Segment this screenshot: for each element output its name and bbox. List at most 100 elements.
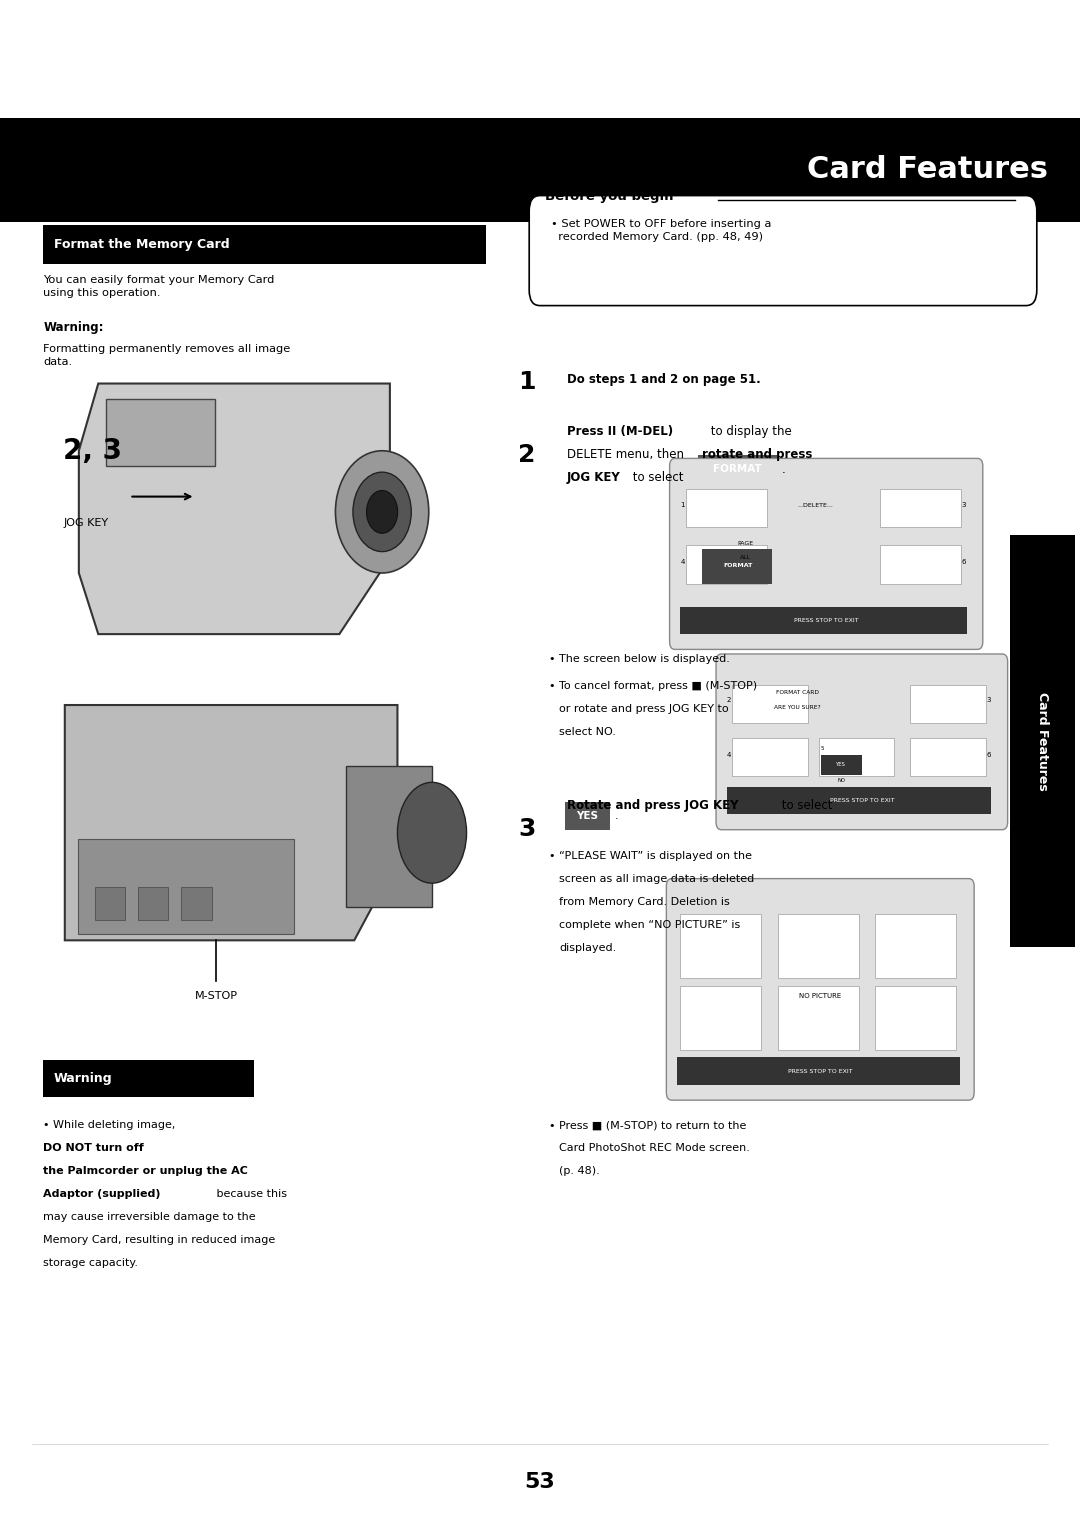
FancyBboxPatch shape	[670, 458, 983, 649]
Bar	[821, 755, 862, 775]
Text: 6: 6	[986, 752, 990, 758]
Polygon shape	[79, 384, 390, 634]
Text: • To cancel format, press ■ (M-STOP): • To cancel format, press ■ (M-STOP)	[549, 681, 757, 692]
Bar	[181, 886, 212, 920]
Text: YES: YES	[577, 811, 598, 821]
Text: 4: 4	[680, 559, 685, 565]
Text: Warning:: Warning:	[43, 321, 104, 335]
Text: 5: 5	[821, 746, 824, 752]
Bar	[910, 685, 986, 723]
Text: rotate and press: rotate and press	[702, 448, 812, 461]
Text: 3: 3	[961, 503, 966, 507]
Text: .: .	[782, 463, 785, 475]
Bar	[880, 545, 961, 584]
Bar	[565, 802, 610, 830]
Text: .: .	[615, 811, 618, 821]
Text: • “PLEASE WAIT” is displayed on the: • “PLEASE WAIT” is displayed on the	[549, 851, 752, 862]
Bar	[732, 738, 808, 776]
Text: Do steps 1 and 2 on page 51.: Do steps 1 and 2 on page 51.	[567, 373, 760, 387]
Text: Card Features: Card Features	[807, 156, 1048, 183]
Text: Memory Card, resulting in reduced image: Memory Card, resulting in reduced image	[43, 1235, 275, 1245]
Text: JOG KEY: JOG KEY	[64, 518, 108, 529]
Text: because this: because this	[213, 1189, 287, 1199]
Text: 1: 1	[680, 503, 685, 507]
Text: may cause irreversible damage to the: may cause irreversible damage to the	[43, 1212, 256, 1222]
Bar	[727, 787, 991, 814]
Text: Format the Memory Card: Format the Memory Card	[54, 238, 230, 251]
Text: Warning: Warning	[54, 1073, 112, 1085]
Text: M-DEL: M-DEL	[268, 738, 308, 752]
Text: • The screen below is displayed.: • The screen below is displayed.	[549, 654, 729, 665]
Bar	[346, 766, 432, 906]
Text: Card PhotoShot REC Mode screen.: Card PhotoShot REC Mode screen.	[559, 1143, 751, 1154]
Ellipse shape	[397, 782, 467, 883]
Text: Press II (M-DEL): Press II (M-DEL)	[567, 425, 673, 439]
Text: • Set POWER to OFF before inserting a
  recorded Memory Card. (pp. 48, 49): • Set POWER to OFF before inserting a re…	[551, 219, 771, 241]
Text: 2: 2	[727, 697, 731, 703]
Text: 3: 3	[518, 817, 536, 842]
Text: select NO.: select NO.	[559, 727, 617, 738]
Bar	[819, 738, 894, 776]
Text: 1: 1	[518, 370, 536, 394]
Text: 3: 3	[986, 697, 990, 703]
Text: Rotate and press JOG KEY: Rotate and press JOG KEY	[567, 799, 739, 813]
Text: • While deleting image,: • While deleting image,	[43, 1120, 179, 1131]
Text: or rotate and press JOG KEY to: or rotate and press JOG KEY to	[559, 704, 729, 715]
Text: the Palmcorder or unplug the AC: the Palmcorder or unplug the AC	[43, 1166, 248, 1177]
Text: 2: 2	[518, 443, 536, 468]
Text: 6: 6	[961, 559, 966, 565]
Bar	[0, 118, 1080, 222]
Ellipse shape	[353, 472, 411, 552]
Bar	[686, 489, 767, 527]
Text: PRESS STOP TO EXIT: PRESS STOP TO EXIT	[788, 1068, 852, 1074]
Bar	[875, 986, 956, 1050]
Text: Adaptor (supplied): Adaptor (supplied)	[43, 1189, 161, 1199]
Bar	[677, 1057, 960, 1085]
Text: JOG KEY: JOG KEY	[567, 471, 621, 484]
Bar	[686, 545, 767, 584]
Bar	[680, 914, 761, 978]
Text: 2: 2	[232, 749, 249, 773]
Text: displayed.: displayed.	[559, 943, 617, 953]
Text: PRESS STOP TO EXIT: PRESS STOP TO EXIT	[829, 798, 894, 804]
Bar	[78, 839, 294, 934]
Text: FORMAT: FORMAT	[723, 562, 753, 568]
Bar	[732, 685, 808, 723]
Text: Card Features: Card Features	[1036, 692, 1049, 790]
Text: NO PICTURE: NO PICTURE	[799, 993, 841, 999]
Text: • Press ■ (M-STOP) to return to the: • Press ■ (M-STOP) to return to the	[549, 1120, 746, 1131]
FancyBboxPatch shape	[529, 196, 1037, 306]
Text: Formatting permanently removes all image
data.: Formatting permanently removes all image…	[43, 344, 291, 367]
Bar	[778, 986, 859, 1050]
Text: ...DELETE...: ...DELETE...	[797, 503, 834, 507]
Ellipse shape	[366, 490, 397, 533]
Text: FORMAT: FORMAT	[713, 465, 762, 474]
Text: 2, 3: 2, 3	[64, 437, 122, 465]
Text: PRESS STOP TO EXIT: PRESS STOP TO EXIT	[794, 617, 859, 623]
Text: ARE YOU SURE?: ARE YOU SURE?	[773, 704, 821, 711]
Bar	[106, 399, 215, 466]
Text: NO: NO	[837, 778, 846, 784]
Text: You can easily format your Memory Card
using this operation.: You can easily format your Memory Card u…	[43, 275, 274, 298]
Text: M-STOP: M-STOP	[194, 990, 238, 1001]
FancyBboxPatch shape	[666, 879, 974, 1100]
Bar	[680, 607, 967, 634]
Text: Before you begin: Before you begin	[545, 189, 674, 203]
Text: DO NOT turn off: DO NOT turn off	[43, 1143, 144, 1154]
Ellipse shape	[336, 451, 429, 573]
Text: 4: 4	[727, 752, 731, 758]
Text: to select: to select	[778, 799, 832, 813]
Bar	[910, 738, 986, 776]
Bar	[43, 1060, 254, 1097]
Text: 53: 53	[525, 1471, 555, 1493]
Text: to display the: to display the	[707, 425, 792, 439]
Bar	[43, 225, 486, 264]
Text: to select: to select	[629, 471, 687, 484]
Bar	[778, 914, 859, 978]
Text: from Memory Card. Deletion is: from Memory Card. Deletion is	[559, 897, 730, 908]
Text: screen as all image data is deleted: screen as all image data is deleted	[559, 874, 755, 885]
Polygon shape	[65, 704, 397, 940]
Text: (p. 48).: (p. 48).	[559, 1166, 600, 1177]
Bar	[875, 914, 956, 978]
Text: FORMAT CARD: FORMAT CARD	[775, 689, 819, 695]
